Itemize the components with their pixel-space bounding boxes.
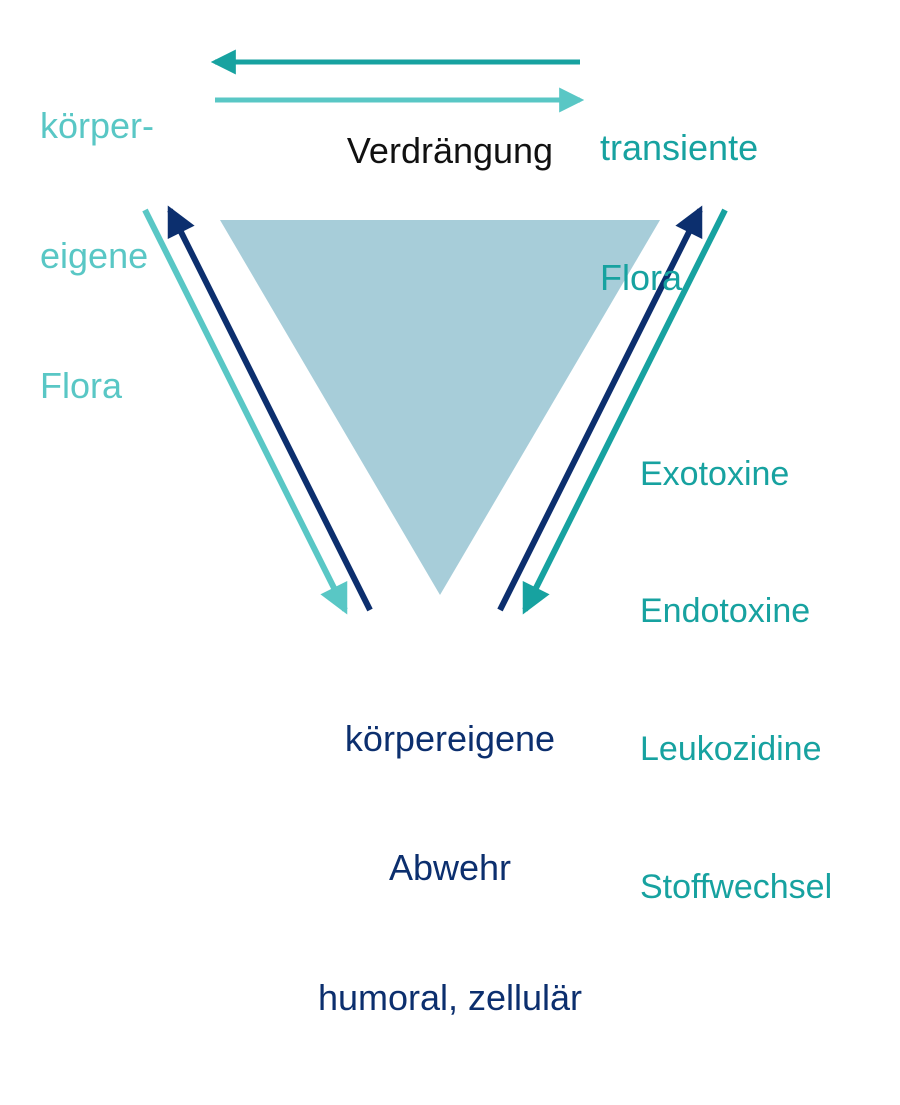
bottom-line2: Abwehr bbox=[0, 846, 900, 889]
right-side-line2: Endotoxine bbox=[640, 589, 832, 635]
node-top-right-line2: Flora bbox=[600, 256, 758, 299]
node-top-left: körper- eigene Flora bbox=[40, 18, 154, 493]
bottom-line3: humoral, zellulär bbox=[0, 976, 900, 1019]
node-top-left-line3: Flora bbox=[40, 364, 154, 407]
diagram-stage: körper- eigene Flora transiente Flora Ve… bbox=[0, 0, 900, 819]
node-top-right: transiente Flora bbox=[600, 40, 758, 386]
node-top-left-line2: eigene bbox=[40, 234, 154, 277]
bottom-line1: körpereigene bbox=[0, 717, 900, 760]
center-triangle bbox=[220, 220, 660, 595]
center-label: Verdrängung bbox=[0, 129, 900, 172]
right-side-line1: Exotoxine bbox=[640, 452, 832, 498]
node-bottom: körpereigene Abwehr humoral, zellulär bbox=[0, 630, 900, 1105]
